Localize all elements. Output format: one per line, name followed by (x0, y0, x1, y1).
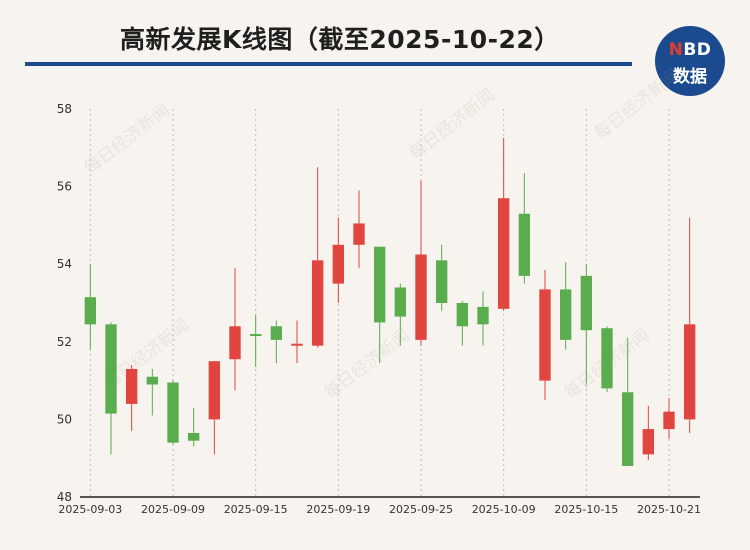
candle (291, 320, 303, 364)
y-tick-label: 50 (57, 412, 72, 426)
candle-body (229, 326, 241, 360)
candle-body (270, 326, 283, 340)
x-tick-label: 2025-10-09 (472, 503, 536, 516)
candle-body (146, 376, 159, 385)
candle (229, 268, 241, 391)
candle (497, 138, 510, 311)
candle-body (208, 361, 221, 420)
candle (456, 301, 469, 346)
x-tick-label: 2025-09-15 (224, 503, 288, 516)
candle-body (167, 382, 179, 443)
candle-body (332, 244, 345, 284)
y-axis-ticks: 48 50 52 54 56 58 (57, 102, 72, 504)
nbd-logo: NBD 数据 (655, 26, 725, 96)
candle (332, 217, 345, 303)
candle (518, 173, 531, 284)
candle (84, 264, 97, 350)
candle-body (249, 334, 262, 337)
candle-body (415, 254, 427, 340)
x-tick-label: 2025-09-09 (141, 503, 205, 516)
candle (373, 246, 386, 364)
candle (415, 180, 427, 346)
candle (580, 264, 593, 385)
candle-body (580, 275, 593, 331)
candle (270, 320, 283, 364)
candle-body (84, 297, 97, 325)
candle (167, 380, 179, 445)
candle-body (601, 328, 613, 389)
y-tick-label: 48 (57, 490, 72, 504)
candle (683, 217, 696, 433)
candle-body (105, 324, 117, 414)
candle (353, 190, 365, 269)
candle-body (518, 213, 531, 276)
candle-body (642, 429, 655, 455)
y-tick-label: 54 (57, 257, 72, 271)
candles (84, 138, 696, 466)
candle (125, 365, 138, 432)
watermarks: 每日经济新闻每日经济新闻每日经济新闻每日经济新闻每日经济新闻每日经济新闻 (81, 65, 684, 404)
candle-body (456, 303, 469, 327)
candle-body (497, 198, 510, 309)
x-tick-label: 2025-09-19 (306, 503, 370, 516)
candle (621, 337, 634, 466)
x-tick-label: 2025-09-03 (58, 503, 122, 516)
title-underline (25, 62, 632, 66)
candle-body (394, 287, 407, 317)
x-axis-ticks: 2025-09-03 2025-09-09 2025-09-15 2025-09-19… (58, 503, 701, 516)
candle-body (291, 343, 303, 346)
candle-body (683, 324, 696, 420)
watermark-text: 每日经济新闻 (591, 65, 684, 144)
y-tick-label: 56 (57, 180, 72, 194)
candle (477, 291, 489, 346)
chart-title: 高新发展K线图（截至2025-10-22） (120, 25, 560, 54)
watermark-text: 每日经济新闻 (321, 325, 414, 404)
candle (311, 167, 324, 348)
candle (208, 361, 221, 455)
candle-body (373, 246, 386, 323)
logo-text-top: NBD (668, 40, 712, 60)
candle (187, 407, 200, 447)
candle-body (663, 411, 675, 430)
candle (642, 405, 655, 461)
candle (663, 398, 675, 439)
candle (146, 368, 159, 416)
candle (105, 322, 117, 455)
candle (394, 283, 407, 346)
y-tick-label: 52 (57, 335, 72, 349)
candle (601, 326, 613, 393)
candle-body (187, 432, 200, 441)
candle-body (353, 223, 365, 245)
candle-body (559, 289, 572, 340)
candle-body (311, 260, 324, 346)
y-tick-label: 58 (57, 102, 72, 116)
candle (435, 244, 448, 311)
candle (249, 314, 262, 368)
x-tick-label: 2025-10-15 (554, 503, 618, 516)
candle-body (125, 368, 138, 404)
candle (539, 270, 551, 400)
watermark-text: 每日经济新闻 (81, 100, 174, 179)
candle (559, 262, 572, 350)
watermark-text: 每日经济新闻 (406, 85, 499, 164)
candle-body (435, 260, 448, 303)
candle-body (539, 289, 551, 381)
candle-body (477, 306, 489, 325)
x-tick-label: 2025-09-25 (389, 503, 453, 516)
logo-text-bottom: 数据 (673, 67, 707, 87)
x-tick-label: 2025-10-21 (637, 503, 701, 516)
candle-body (621, 392, 634, 466)
